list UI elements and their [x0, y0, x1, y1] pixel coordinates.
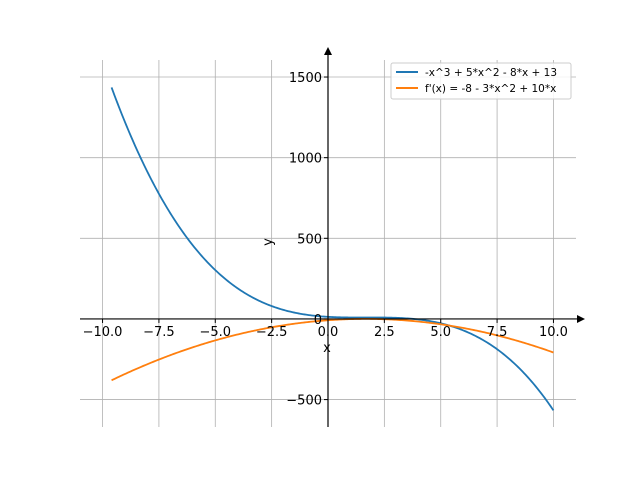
legend-label-derivative: f'(x) = -8 - 3*x^2 + 10*x [425, 83, 556, 95]
x-tick-label: −5.0 [199, 325, 231, 340]
series-line-derivative [111, 317, 554, 382]
x-tick-label: 2.5 [374, 325, 395, 340]
legend-box [390, 62, 572, 100]
series-line-polynomial [110, 87, 555, 411]
legend: -x^3 + 5*x^2 - 8*x + 13 f'(x) = -8 - 3*x… [390, 62, 572, 100]
x-tick-label: 5.0 [430, 325, 451, 340]
x-tick-label: 0.0 [318, 325, 339, 340]
x-axis-label: x [323, 341, 331, 356]
y-tick-label: 500 [297, 232, 322, 247]
x-tick-label: −2.5 [256, 325, 288, 340]
x-tick-label: −7.5 [143, 325, 175, 340]
x-tick-label: 7.5 [487, 325, 508, 340]
tick-labels: −10.0 −7.5 −5.0 −2.5 0.0 2.5 5.0 7.5 10.0 −500 0 50… [83, 71, 568, 409]
x-tick-label: −10.0 [83, 325, 123, 340]
legend-label-polynomial: -x^3 + 5*x^2 - 8*x + 13 [425, 67, 557, 79]
y-tick-label: 1500 [289, 71, 322, 86]
y-tick-label: 0 [314, 313, 322, 328]
series-lines [110, 87, 555, 411]
x-tick-label: 10.0 [539, 325, 568, 340]
x-axis-arrow-icon [577, 314, 585, 323]
y-axis-arrow-icon [324, 47, 332, 55]
y-axis-label: y [261, 238, 276, 246]
y-tick-label: 1000 [289, 152, 322, 167]
axes [80, 47, 585, 427]
y-tick-label: −500 [286, 394, 322, 409]
